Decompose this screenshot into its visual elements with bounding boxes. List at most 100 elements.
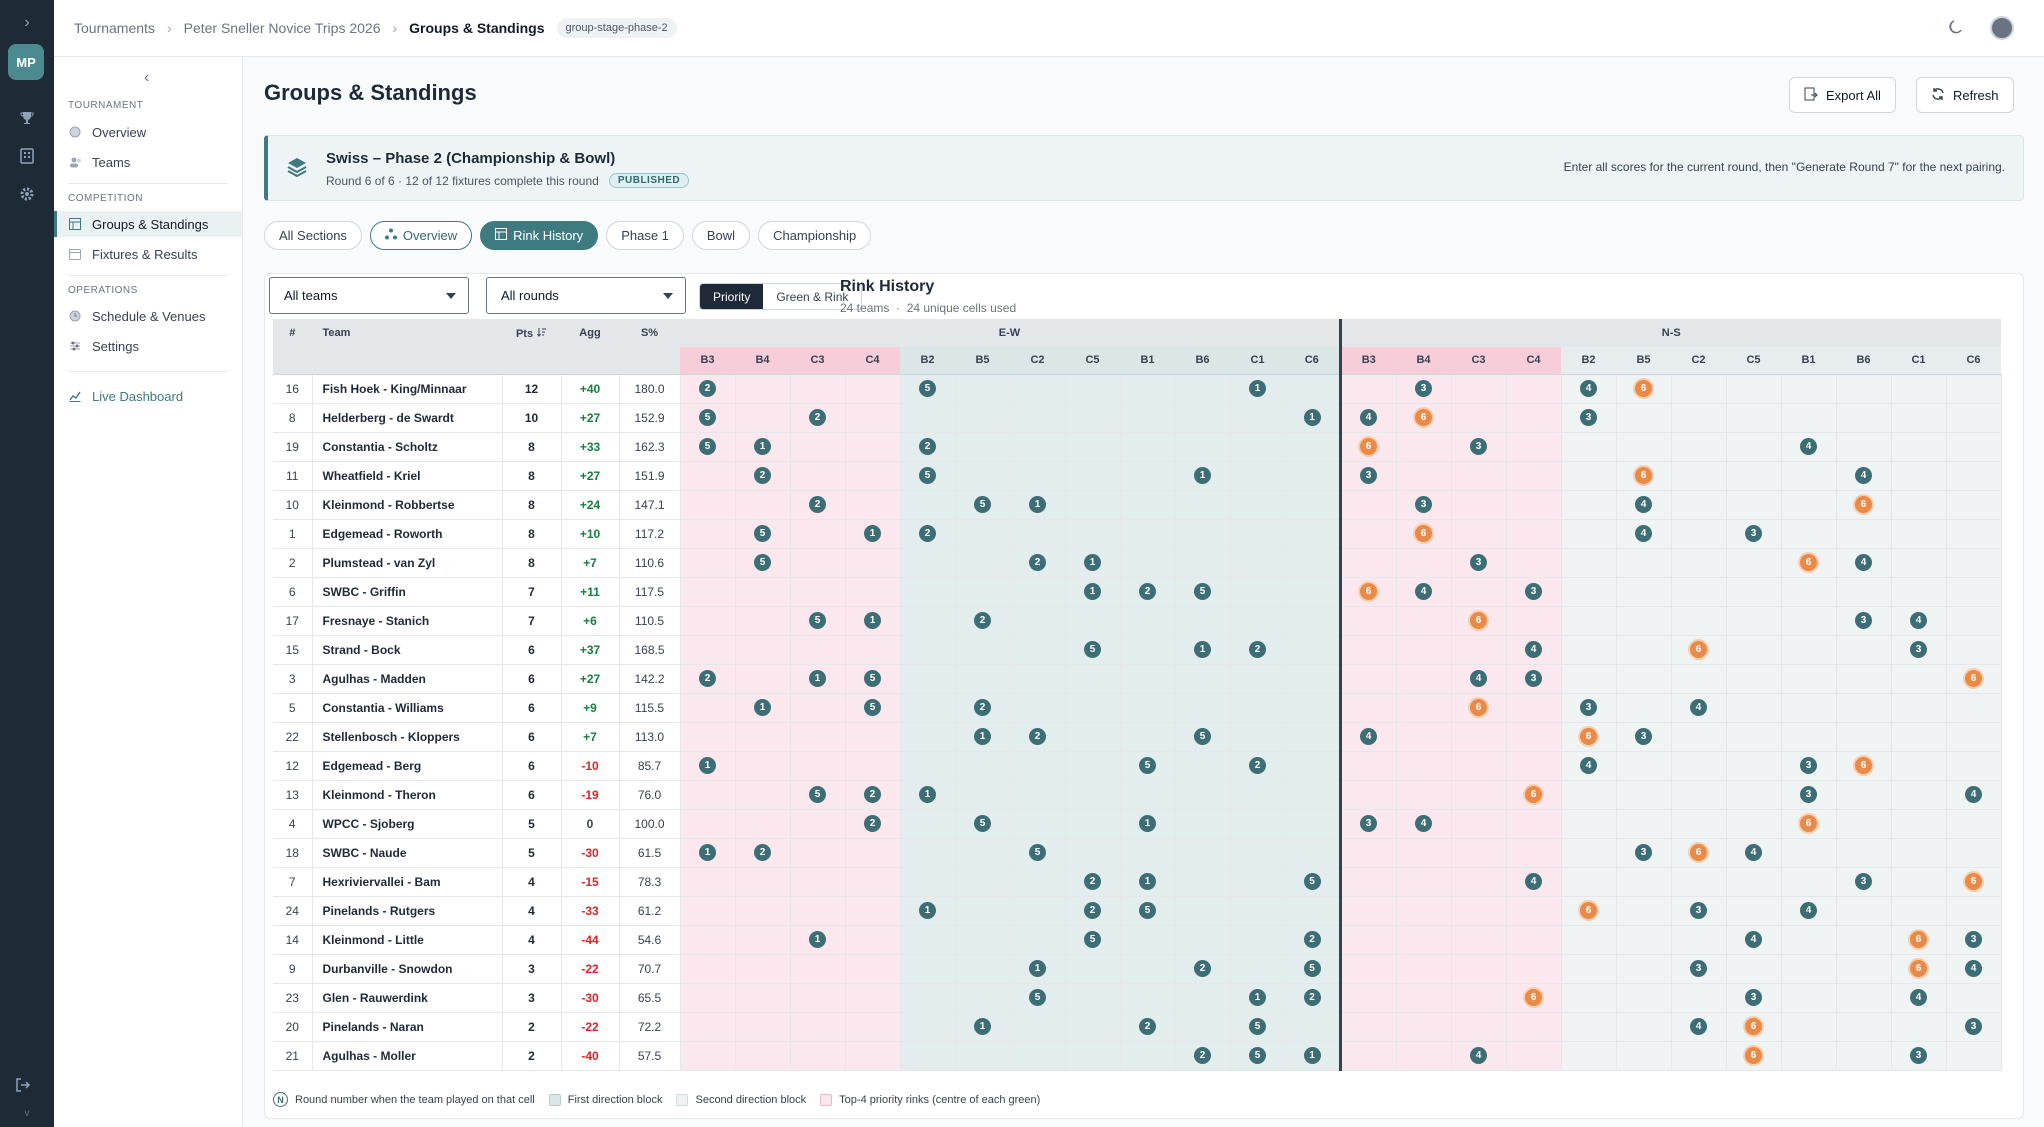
round-marker[interactable]: 2 [809,496,826,513]
round-marker[interactable]: 3 [1525,583,1542,600]
round-marker[interactable]: 2 [974,612,991,629]
round-marker[interactable]: 5 [1249,1018,1266,1035]
table-row[interactable]: 4 WPCC - Sjoberg 5 0 100.0 2 5 1 3 4 6 [273,809,2002,839]
round-marker[interactable]: 3 [1800,786,1817,803]
table-row[interactable]: 22 Stellenbosch - Kloppers 6 +7 113.0 1 2 5 4 6 3 [273,722,2002,752]
round-marker[interactable]: 6 [1690,641,1707,658]
sidebar-item-schedule-venues[interactable]: Schedule & Venues [54,303,242,329]
round-marker[interactable]: 6 [1855,496,1872,513]
tournament-avatar[interactable]: MP [8,44,44,80]
round-marker[interactable]: 5 [919,380,936,397]
round-marker[interactable]: 2 [1249,757,1266,774]
rounds-select[interactable]: All rounds [486,277,686,314]
round-marker[interactable]: 3 [1855,873,1872,890]
round-marker[interactable]: 3 [1525,670,1542,687]
green-rink-toggle[interactable]: Green & Rink [763,284,862,309]
header-pts[interactable]: Pts [502,319,562,347]
round-marker[interactable]: 3 [1635,844,1652,861]
table-row[interactable]: 5 Constantia - Williams 6 +9 115.5 1 5 2 6 3 4 [273,693,2002,723]
round-marker[interactable]: 2 [1249,641,1266,658]
round-marker[interactable]: 1 [1029,960,1046,977]
table-row[interactable]: 20 Pinelands - Naran 2 -22 72.2 1 2 5 4 6 3 [273,1012,2002,1042]
round-marker[interactable]: 2 [1084,873,1101,890]
logout-icon[interactable] [15,1078,31,1095]
refresh-button[interactable]: Refresh [1916,77,2014,113]
tab-phase-1[interactable]: Phase 1 [606,221,684,250]
round-marker[interactable]: 2 [1194,1047,1211,1064]
round-marker[interactable]: 6 [1910,931,1927,948]
round-marker[interactable]: 5 [754,525,771,542]
round-marker[interactable]: 1 [864,525,881,542]
round-marker[interactable]: 2 [1194,960,1211,977]
round-marker[interactable]: 3 [1360,815,1377,832]
table-row[interactable]: 1 Edgemead - Roworth 8 +10 117.2 5 1 2 6 4 3 [273,519,2002,549]
round-marker[interactable]: 2 [1303,931,1321,948]
round-marker[interactable]: 1 [864,612,881,629]
round-marker[interactable]: 4 [1360,409,1377,426]
round-marker[interactable]: 1 [919,786,936,803]
round-marker[interactable]: 5 [699,438,716,455]
round-marker[interactable]: 3 [1910,1047,1927,1064]
round-marker[interactable]: 3 [1415,496,1432,513]
table-row[interactable]: 18 SWBC - Naude 5 -30 61.5 1 2 5 3 6 4 [273,838,2002,868]
round-marker[interactable]: 2 [1029,728,1046,745]
sidebar-item-settings[interactable]: Settings [54,333,242,359]
round-marker[interactable]: 1 [1194,467,1211,484]
round-marker[interactable]: 3 [1580,699,1597,716]
round-marker[interactable]: 6 [1690,844,1707,861]
round-marker[interactable]: 4 [1580,380,1597,397]
round-marker[interactable]: 3 [1910,641,1927,658]
round-marker[interactable]: 4 [1690,699,1707,716]
round-marker[interactable]: 5 [864,670,881,687]
round-marker[interactable]: 1 [1194,641,1211,658]
round-marker[interactable]: 6 [1965,873,1982,890]
round-marker[interactable]: 6 [1745,1018,1762,1035]
chevron-left-icon[interactable]: ‹ [144,69,150,86]
round-marker[interactable]: 1 [1303,1047,1321,1064]
table-row[interactable]: 16 Fish Hoek - King/Minnaar 12 +40 180.0 2 5 1 3… [273,374,2002,404]
round-marker[interactable]: 3 [1690,902,1707,919]
round-marker[interactable]: 6 [1470,612,1487,629]
export-all-button[interactable]: Export All [1789,77,1896,113]
round-marker[interactable]: 1 [754,699,771,716]
round-marker[interactable]: 6 [1470,699,1487,716]
breadcrumb-tournament[interactable]: Peter Sneller Novice Trips 2026 [183,20,381,36]
round-marker[interactable]: 3 [1635,728,1652,745]
round-marker[interactable]: 2 [864,815,881,832]
round-marker[interactable]: 5 [1194,583,1211,600]
round-marker[interactable]: 6 [1415,525,1432,542]
round-marker[interactable]: 4 [1910,989,1927,1006]
round-marker[interactable]: 1 [919,902,936,919]
table-row[interactable]: 11 Wheatfield - Kriel 8 +27 151.9 2 5 1 3 6 4 [273,461,2002,491]
round-marker[interactable]: 2 [1029,554,1046,571]
round-marker[interactable]: 4 [1855,554,1872,571]
round-marker[interactable]: 1 [1139,815,1156,832]
round-marker[interactable]: 6 [1965,670,1982,687]
table-row[interactable]: 9 Durbanville - Snowdon 3 -22 70.7 1 2 5 3 6 4 [273,954,2002,984]
table-row[interactable]: 19 Constantia - Scholtz 8 +33 162.3 5 1 2 6 3 4 [273,432,2002,462]
round-marker[interactable]: 5 [864,699,881,716]
round-marker[interactable]: 2 [1139,583,1156,600]
round-marker[interactable]: 2 [1084,902,1101,919]
round-marker[interactable]: 6 [1580,902,1597,919]
round-marker[interactable]: 2 [919,438,936,455]
round-marker[interactable]: 3 [1965,931,1982,948]
round-marker[interactable]: 3 [1360,467,1377,484]
round-marker[interactable]: 2 [699,380,716,397]
round-marker[interactable]: 2 [754,467,771,484]
tab-all-sections[interactable]: All Sections [264,221,362,250]
round-marker[interactable]: 5 [1084,931,1101,948]
round-marker[interactable]: 6 [1855,757,1872,774]
round-marker[interactable]: 1 [809,931,826,948]
round-marker[interactable]: 3 [1965,1018,1982,1035]
round-marker[interactable]: 4 [1470,670,1487,687]
round-marker[interactable]: 6 [1360,583,1377,600]
round-marker[interactable]: 5 [1303,873,1321,890]
round-marker[interactable]: 5 [699,409,716,426]
sidebar-item-overview[interactable]: Overview [54,119,242,145]
round-marker[interactable]: 6 [1745,1047,1762,1064]
round-marker[interactable]: 4 [1910,612,1927,629]
round-marker[interactable]: 3 [1470,438,1487,455]
sidebar-item-live-dashboard[interactable]: Live Dashboard [54,383,242,409]
tab-championship[interactable]: Championship [758,221,872,250]
